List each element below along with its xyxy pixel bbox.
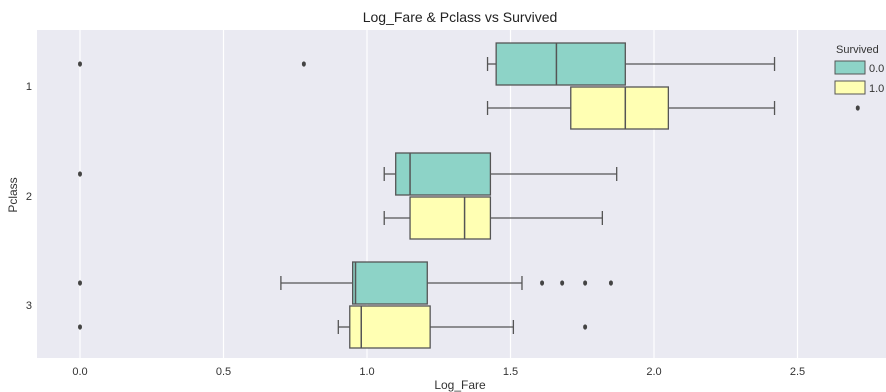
x-ticks: 0.0 0.5 1.0 1.5 2.0 2.5	[72, 366, 805, 378]
legend-swatch-1.0	[834, 80, 866, 95]
outlier-point	[540, 280, 545, 286]
outlier-point	[855, 105, 860, 111]
x-axis-label: Log_Fare	[434, 378, 486, 392]
box-1.0-pclass-1	[486, 86, 860, 130]
outlier-point	[301, 61, 306, 67]
outlier-point	[78, 171, 82, 177]
box-iqr	[351, 261, 428, 305]
box-0.0-pclass-2	[78, 152, 618, 196]
x-tick-label: 0.0	[72, 366, 87, 378]
box-1.0-pclass-2	[383, 196, 603, 240]
legend: Survived 0.0 1.0	[834, 44, 884, 95]
y-tick-label: 3	[26, 300, 32, 312]
boxes	[78, 42, 860, 349]
box-1.0-pclass-3	[78, 305, 588, 349]
outlier-point	[560, 280, 565, 286]
y-tick-label: 2	[26, 191, 32, 203]
y-axis-label: Pclass	[6, 177, 20, 212]
box-iqr	[570, 86, 670, 130]
x-tick-label: 2.0	[646, 366, 661, 378]
box-iqr	[409, 196, 492, 240]
box-0.0-pclass-3	[78, 261, 613, 305]
outlier-point	[583, 324, 588, 330]
y-ticks: 1 2 3	[26, 81, 32, 312]
legend-title: Survived	[836, 44, 879, 56]
outlier-point	[78, 280, 82, 286]
chart-title: Log_Fare & Pclass vs Survived	[363, 9, 558, 25]
legend-label-1.0: 1.0	[869, 83, 884, 95]
box-iqr	[349, 305, 431, 349]
outlier-point	[78, 61, 82, 67]
x-tick-label: 0.5	[216, 366, 231, 378]
outlier-point	[583, 280, 588, 286]
box-0.0-pclass-1	[78, 42, 776, 86]
legend-label-0.0: 0.0	[869, 63, 884, 75]
x-tick-label: 1.5	[503, 366, 518, 378]
box-iqr	[495, 42, 626, 86]
x-tick-label: 2.5	[790, 366, 805, 378]
legend-swatch-0.0	[834, 60, 866, 75]
x-tick-label: 1.0	[359, 366, 374, 378]
outlier-point	[78, 324, 82, 330]
y-tick-label: 1	[26, 81, 32, 93]
outlier-point	[608, 280, 613, 286]
box-iqr	[395, 152, 492, 196]
